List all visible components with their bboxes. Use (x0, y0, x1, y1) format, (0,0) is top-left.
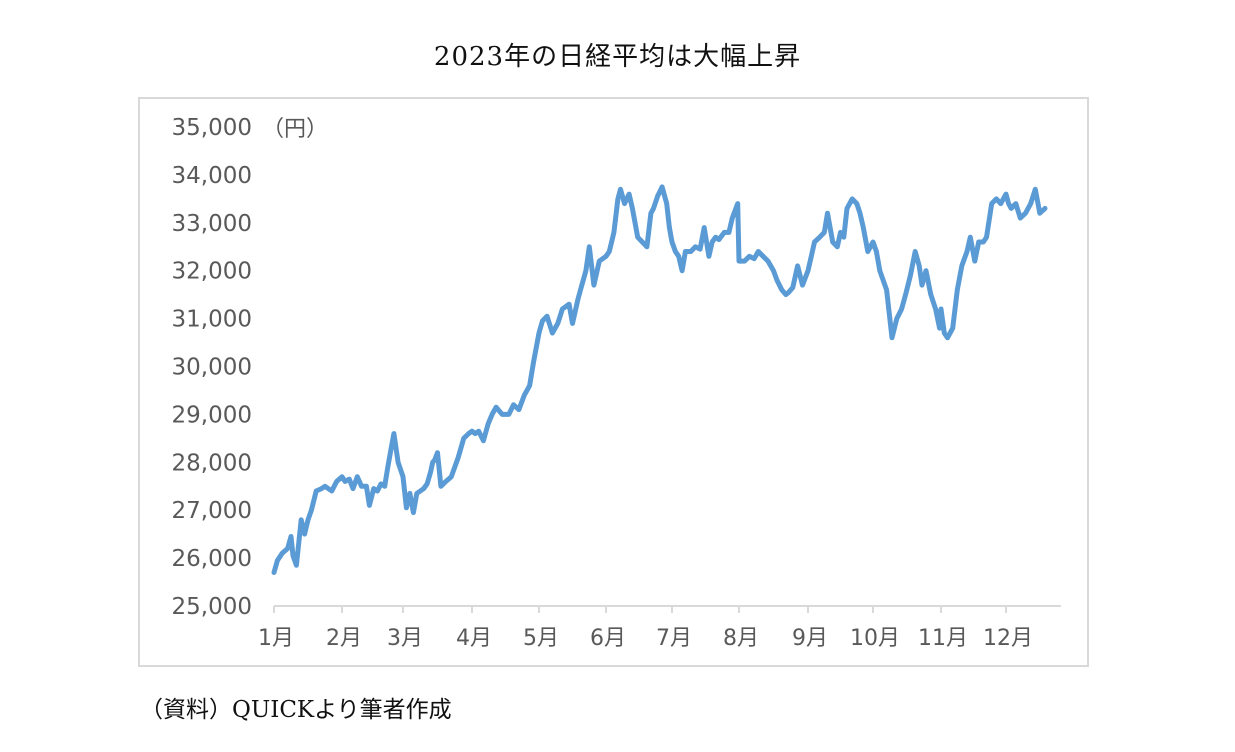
x-axis: 1月 2月 3月 4月 5月 6月 7月 8月 9月 10月 11月 12月 (258, 605, 1061, 651)
y-tick-label: 32,000 (172, 259, 252, 285)
chart-frame (138, 97, 1089, 667)
y-tick-label: 34,000 (172, 163, 252, 189)
y-tick-label: 28,000 (172, 450, 252, 476)
x-tick-label: 2月 (326, 626, 362, 651)
chart-title: 2023年の日経平均は大幅上昇 (433, 42, 802, 72)
x-tick-label: 11月 (918, 626, 968, 651)
x-tick-label: 7月 (656, 626, 692, 651)
x-tick-label: 8月 (723, 626, 759, 651)
y-tick-label: 27,000 (172, 498, 252, 524)
y-tick-label: 31,000 (172, 307, 252, 333)
y-tick-label: 35,000 (172, 115, 252, 141)
y-tick-label: 30,000 (172, 355, 252, 381)
x-tick-label: 9月 (792, 626, 828, 651)
x-tick-label: 10月 (850, 626, 900, 651)
y-tick-label: 33,000 (172, 211, 252, 237)
x-tick-label: 6月 (590, 626, 626, 651)
x-tick-label: 5月 (523, 626, 559, 651)
y-tick-label: 25,000 (172, 594, 252, 620)
x-tick-label: 3月 (387, 626, 423, 651)
x-tick-label: 4月 (456, 626, 492, 651)
x-tick-label: 1月 (258, 626, 294, 651)
nikkei-series-line (271, 184, 1048, 575)
y-tick-label: 29,000 (172, 402, 252, 428)
y-axis: 25,000 26,000 27,000 28,000 29,000 30,000 31,0… (172, 115, 252, 620)
y-tick-label: 26,000 (172, 546, 252, 572)
x-tick-label: 12月 (983, 626, 1033, 651)
source-note: （資料）QUICKより筆者作成 (140, 697, 452, 723)
y-unit-label: （円） (262, 117, 328, 142)
